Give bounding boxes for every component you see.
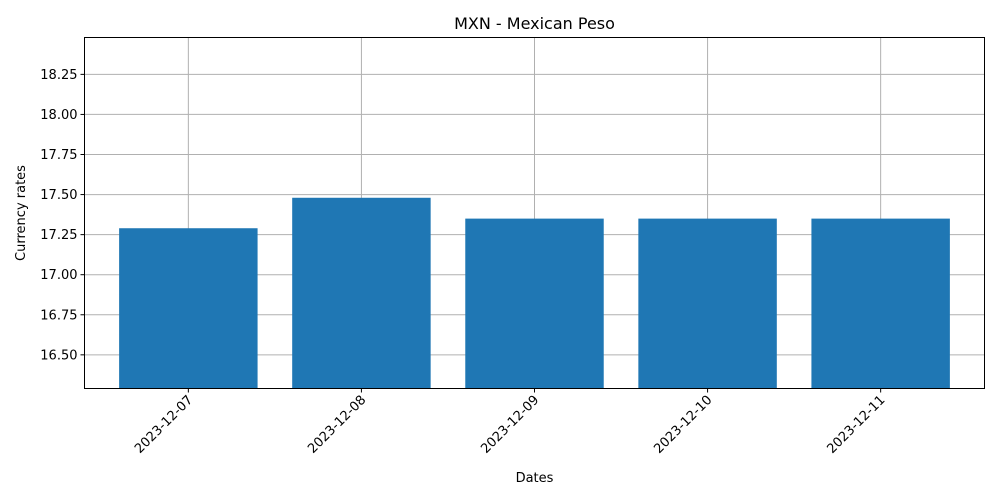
y-tick-label: 16.50 — [40, 348, 77, 363]
y-tick-label: 17.00 — [40, 268, 77, 283]
x-axis-label: Dates — [516, 471, 554, 486]
bar-2023-12-11 — [811, 218, 950, 389]
bars — [119, 197, 950, 389]
y-tick-label: 18.00 — [40, 108, 77, 123]
bar-2023-12-10 — [638, 218, 777, 389]
y-tick-label: 17.50 — [40, 188, 77, 203]
y-axis-label: Currency rates — [14, 165, 29, 261]
y-tick-label: 16.75 — [40, 308, 77, 323]
y-tick-label: 17.75 — [40, 148, 77, 163]
y-tick-label: 18.25 — [40, 68, 77, 83]
y-tick-label: 17.25 — [40, 228, 77, 243]
bar-2023-12-07 — [119, 228, 258, 389]
y-axis: 16.50 16.75 17.00 17.25 17.50 17.75 18.00 18.25 — [40, 68, 85, 363]
bar-2023-12-09 — [465, 218, 604, 389]
chart-title: MXN - Mexican Peso — [454, 14, 615, 33]
plot-frame — [84, 37, 985, 389]
bar-2023-12-08 — [292, 197, 431, 389]
